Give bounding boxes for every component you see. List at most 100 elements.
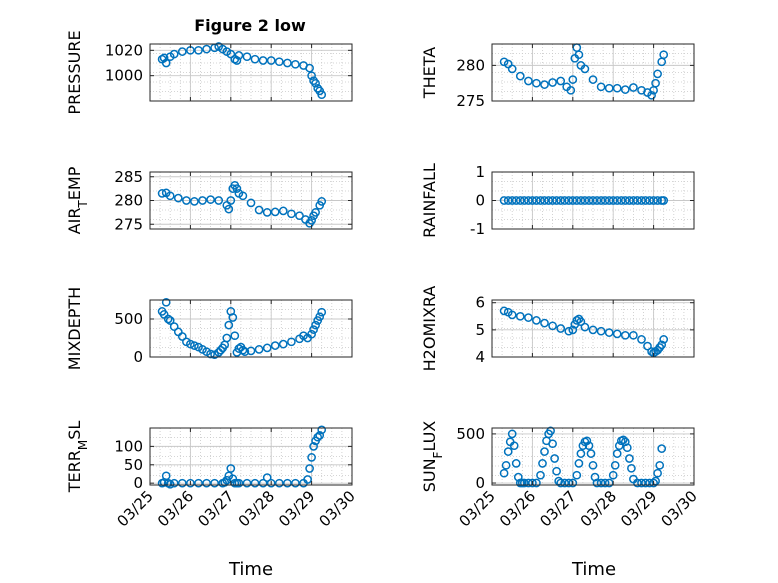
data-point: [560, 478, 570, 488]
data-point: [307, 71, 316, 81]
y-tick-label: 6: [475, 294, 485, 312]
data-point: [556, 76, 566, 86]
data-point: [519, 478, 529, 488]
data-point: [659, 335, 669, 344]
data-point: [169, 49, 179, 59]
data-point: [576, 317, 586, 327]
data-point: [629, 196, 638, 205]
data-point: [503, 447, 513, 456]
data-point: [574, 459, 584, 468]
data-point: [592, 196, 602, 205]
data-point: [311, 208, 320, 217]
y-tick-label: 100: [114, 437, 143, 455]
data-point: [618, 435, 628, 445]
data-point: [528, 196, 537, 205]
data-point: [499, 196, 509, 205]
data-point: [653, 69, 662, 79]
data-point: [214, 196, 224, 205]
data-point: [315, 431, 325, 440]
data-point: [186, 339, 195, 349]
data-point: [250, 54, 260, 64]
data-point: [556, 324, 566, 333]
data-point: [309, 442, 318, 451]
data-point: [566, 85, 576, 95]
data-point: [588, 75, 598, 84]
data-point: [242, 52, 252, 62]
data-point: [574, 50, 584, 60]
data-point: [234, 51, 244, 60]
data-point: [317, 425, 327, 435]
data-point: [657, 444, 667, 453]
data-point: [584, 196, 594, 205]
data-point: [659, 50, 669, 60]
data-point: [568, 196, 578, 205]
axes-box: [149, 427, 353, 486]
data-point: [532, 78, 541, 88]
subplot-h2omixra: 4 5 6 H2OMIXRA: [420, 286, 695, 372]
data-point: [629, 330, 638, 340]
y-tick-label: 275: [114, 215, 143, 233]
data-point: [165, 191, 175, 201]
data-point: [627, 463, 636, 473]
data-point: [645, 196, 654, 205]
data-point: [262, 208, 272, 217]
data-point: [568, 325, 578, 335]
data-point: [182, 196, 191, 205]
subplot-mixdepth: 0 500 MIXDEPTH: [65, 287, 353, 370]
data-point: [582, 436, 592, 446]
data-point: [246, 346, 256, 356]
data-point: [540, 196, 549, 205]
data-point: [596, 326, 606, 336]
subplot-theta: 275 280 THETA: [420, 43, 695, 110]
data-point: [659, 196, 669, 205]
subplot-air-temp: 275 280 285 AIRTEMP: [65, 166, 353, 234]
data-point: [295, 211, 304, 221]
data-point: [556, 196, 566, 205]
data-point: [194, 478, 203, 488]
axes-box: [149, 43, 353, 102]
y-tick-label: -1: [470, 220, 485, 238]
data-point: [258, 56, 268, 65]
data-point: [216, 345, 226, 355]
data-point: [161, 58, 171, 68]
y-axis-label: H2OMIXRA: [420, 286, 439, 372]
data-point: [546, 426, 555, 436]
data-point: [501, 460, 511, 470]
data-point: [232, 184, 242, 193]
data-point: [544, 196, 553, 205]
data-point: [572, 470, 582, 480]
data-point: [274, 478, 284, 488]
data-point: [173, 193, 183, 203]
y-tick-label: 280: [114, 192, 143, 210]
data-point: [540, 318, 549, 328]
data-point: [564, 196, 574, 205]
data-point: [556, 478, 566, 488]
data-point: [313, 432, 323, 442]
data-point: [596, 196, 606, 205]
data-point: [206, 349, 215, 359]
data-point: [614, 441, 624, 451]
data-point: [633, 478, 642, 488]
data-point: [224, 204, 234, 214]
data-point: [262, 473, 272, 482]
data-point: [270, 207, 280, 217]
y-tick-label: 1: [475, 163, 485, 181]
data-point: [238, 345, 248, 355]
data-point: [608, 196, 618, 205]
data-point: [620, 85, 630, 94]
data-point: [620, 196, 630, 205]
data-point: [202, 44, 211, 54]
data-point: [655, 460, 665, 470]
data-point: [552, 196, 561, 205]
data-point: [307, 216, 316, 225]
data-point: [507, 196, 517, 205]
data-point: [234, 478, 244, 488]
data-point: [651, 78, 660, 88]
data-point: [629, 83, 638, 92]
data-point: [305, 464, 314, 473]
data-point: [226, 464, 236, 473]
data-point: [287, 337, 296, 347]
data-point: [524, 76, 533, 86]
data-point: [612, 449, 622, 458]
data-point: [317, 307, 327, 317]
